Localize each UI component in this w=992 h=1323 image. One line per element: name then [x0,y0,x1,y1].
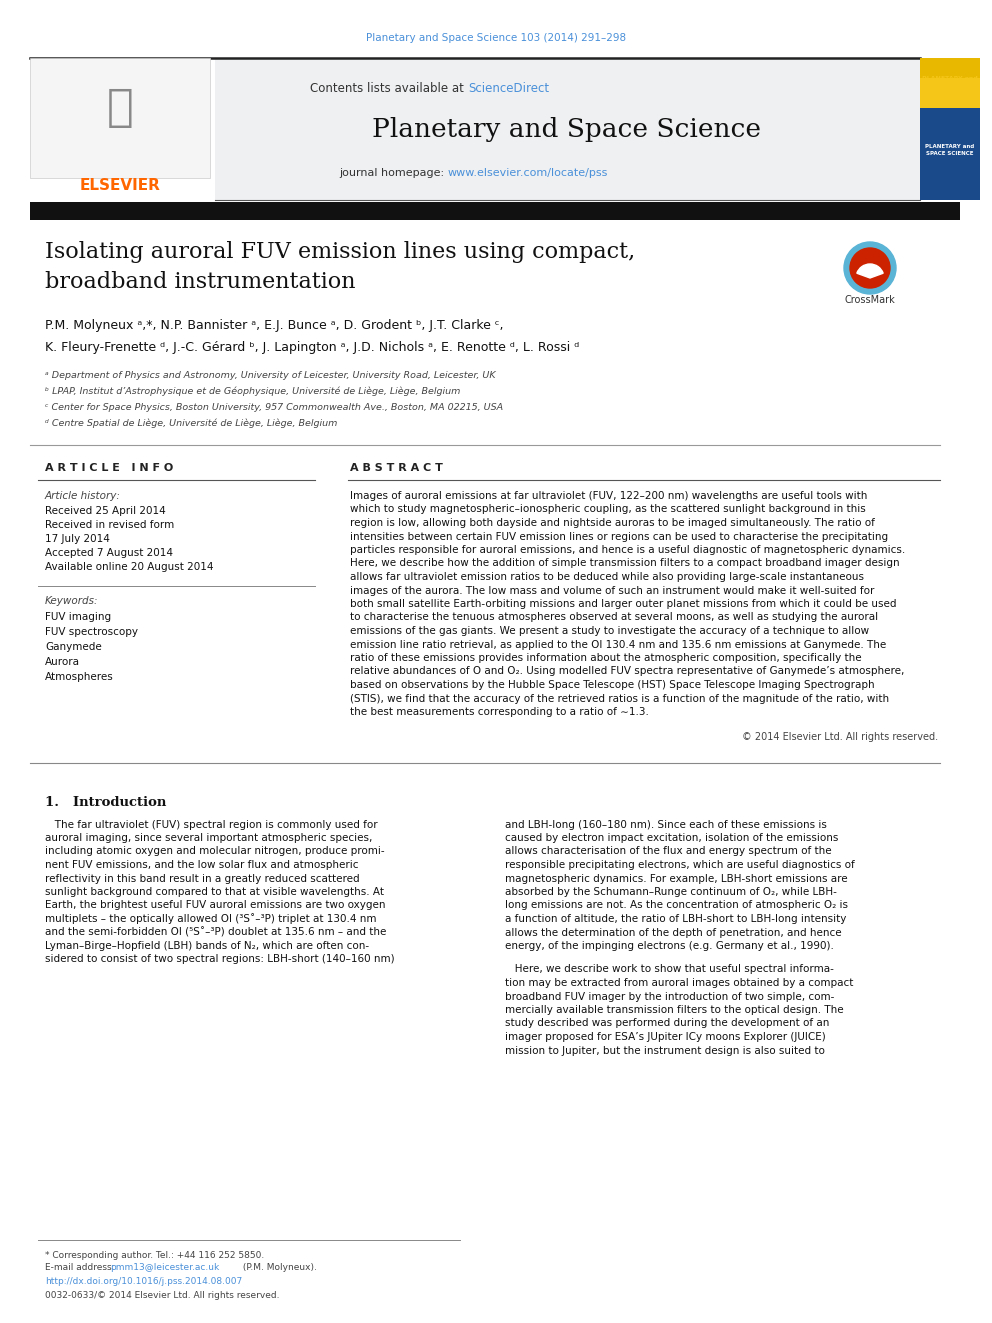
Text: and LBH-long (160–180 nm). Since each of these emissions is: and LBH-long (160–180 nm). Since each of… [505,819,827,830]
Text: region is low, allowing both dayside and nightside auroras to be imaged simultan: region is low, allowing both dayside and… [350,519,875,528]
Text: based on observations by the Hubble Space Telescope (HST) Space Telescope Imagin: based on observations by the Hubble Spac… [350,680,875,691]
Text: Keywords:: Keywords: [45,595,98,606]
Bar [30,202,960,220]
Text: broadband instrumentation: broadband instrumentation [45,271,355,292]
Text: Lyman–Birge–Hopfield (LBH) bands of N₂, which are often con-: Lyman–Birge–Hopfield (LBH) bands of N₂, … [45,941,369,951]
Text: Earth, the brightest useful FUV auroral emissions are two oxygen: Earth, the brightest useful FUV auroral … [45,901,386,910]
Text: PLANETARY and
SPACE SCIENCE: PLANETARY and SPACE SCIENCE [926,144,974,156]
Text: A R T I C L E   I N F O: A R T I C L E I N F O [45,463,174,474]
Bar [30,58,210,179]
Text: emissions of the gas giants. We present a study to investigate the accuracy of a: emissions of the gas giants. We present … [350,626,869,636]
Text: and the semi-forbidden OI (⁵S˚–³P) doublet at 135.6 nm – and the: and the semi-forbidden OI (⁵S˚–³P) doubl… [45,927,386,938]
Text: (STIS), we find that the accuracy of the retrieved ratios is a function of the m: (STIS), we find that the accuracy of the… [350,693,889,704]
Text: E-mail address:: E-mail address: [45,1263,117,1273]
Text: journal homepage:: journal homepage: [339,168,448,179]
Text: magnetospheric dynamics. For example, LBH-short emissions are: magnetospheric dynamics. For example, LB… [505,873,847,884]
Text: both small satellite Earth-orbiting missions and larger outer planet missions fr: both small satellite Earth-orbiting miss… [350,599,897,609]
Text: caused by electron impact excitation, isolation of the emissions: caused by electron impact excitation, is… [505,833,838,843]
Text: absorbed by the Schumann–Runge continuum of O₂, while LBH-: absorbed by the Schumann–Runge continuum… [505,886,837,897]
Text: to characterise the tenuous atmospheres observed at several moons, as well as st: to characterise the tenuous atmospheres … [350,613,878,623]
Text: P.M. Molyneux ᵃ,*, N.P. Bannister ᵃ, E.J. Bunce ᵃ, D. Grodent ᵇ, J.T. Clarke ᶜ,: P.M. Molyneux ᵃ,*, N.P. Bannister ᵃ, E.J… [45,319,504,332]
Text: Planetary and Space Science 103 (2014) 291–298: Planetary and Space Science 103 (2014) 2… [366,33,626,44]
Text: Contents lists available at: Contents lists available at [310,82,468,94]
Text: sidered to consist of two spectral regions: LBH-short (140–160 nm): sidered to consist of two spectral regio… [45,954,395,964]
Text: Images of auroral emissions at far ultraviolet (FUV, 122–200 nm) wavelengths are: Images of auroral emissions at far ultra… [350,491,867,501]
Text: relative abundances of O and O₂. Using modelled FUV spectra representative of Ga: relative abundances of O and O₂. Using m… [350,667,905,676]
Text: pmm13@leicester.ac.uk: pmm13@leicester.ac.uk [110,1263,219,1273]
Text: allows far ultraviolet emission ratios to be deduced while also providing large-: allows far ultraviolet emission ratios t… [350,572,864,582]
Text: FUV imaging: FUV imaging [45,613,111,622]
Text: ScienceDirect: ScienceDirect [468,82,550,94]
Text: www.elsevier.com/locate/pss: www.elsevier.com/locate/pss [448,168,608,179]
Text: intensities between certain FUV emission lines or regions can be used to charact: intensities between certain FUV emission… [350,532,888,541]
Text: tion may be extracted from auroral images obtained by a compact: tion may be extracted from auroral image… [505,978,853,988]
Text: mercially available transmission filters to the optical design. The: mercially available transmission filters… [505,1005,843,1015]
Text: imager proposed for ESA’s JUpiter ICy moons Explorer (JUICE): imager proposed for ESA’s JUpiter ICy mo… [505,1032,825,1043]
Text: Planetary and Space Science: Planetary and Space Science [373,118,762,143]
Text: Isolating auroral FUV emission lines using compact,: Isolating auroral FUV emission lines usi… [45,241,635,263]
Text: Here, we describe work to show that useful spectral informa-: Here, we describe work to show that usef… [505,964,834,975]
Text: Available online 20 August 2014: Available online 20 August 2014 [45,562,213,572]
Text: long emissions are not. As the concentration of atmospheric O₂ is: long emissions are not. As the concentra… [505,901,848,910]
Text: ratio of these emissions provides information about the atmospheric composition,: ratio of these emissions provides inform… [350,654,862,663]
Text: FUV spectroscopy: FUV spectroscopy [45,627,138,636]
Text: multiplets – the optically allowed OI (³S˚–³P) triplet at 130.4 nm: multiplets – the optically allowed OI (³… [45,914,377,925]
Text: Ganymede: Ganymede [45,642,102,652]
Text: K. Fleury-Frenette ᵈ, J.-C. Gérard ᵇ, J. Lapington ᵃ, J.D. Nichols ᵃ, E. Renotte: K. Fleury-Frenette ᵈ, J.-C. Gérard ᵇ, J.… [45,340,579,353]
Text: 17 July 2014: 17 July 2014 [45,534,110,544]
Text: a function of altitude, the ratio of LBH-short to LBH-long intensity: a function of altitude, the ratio of LBH… [505,914,846,923]
Text: * Corresponding author. Tel.: +44 116 252 5850.: * Corresponding author. Tel.: +44 116 25… [45,1250,264,1259]
Bar [920,58,980,78]
Text: ᵇ LPAP, Institut d’Astrophysique et de Géophysique, Université de Liège, Liège, : ᵇ LPAP, Institut d’Astrophysique et de G… [45,386,460,396]
Wedge shape [857,265,883,278]
Text: sunlight background compared to that at visible wavelengths. At: sunlight background compared to that at … [45,886,384,897]
Circle shape [844,242,896,294]
Text: allows the determination of the depth of penetration, and hence: allows the determination of the depth of… [505,927,841,938]
Text: energy, of the impinging electrons (e.g. Germany et al., 1990).: energy, of the impinging electrons (e.g.… [505,941,834,951]
Text: ᵈ Centre Spatial de Liège, Université de Liège, Liège, Belgium: ᵈ Centre Spatial de Liège, Université de… [45,418,337,427]
Text: Aurora: Aurora [45,658,80,667]
Text: 0032-0633/© 2014 Elsevier Ltd. All rights reserved.: 0032-0633/© 2014 Elsevier Ltd. All right… [45,1291,280,1301]
Text: auroral imaging, since several important atmospheric species,: auroral imaging, since several important… [45,833,372,843]
Text: http://dx.doi.org/10.1016/j.pss.2014.08.007: http://dx.doi.org/10.1016/j.pss.2014.08.… [45,1278,242,1286]
Text: allows characterisation of the flux and energy spectrum of the: allows characterisation of the flux and … [505,847,831,856]
Text: ⬛: ⬛ [106,86,133,130]
Text: ELSEVIER: ELSEVIER [79,177,161,193]
Text: images of the aurora. The low mass and volume of such an instrument would make i: images of the aurora. The low mass and v… [350,586,874,595]
Text: emission line ratio retrieval, as applied to the OI 130.4 nm and 135.6 nm emissi: emission line ratio retrieval, as applie… [350,639,886,650]
Text: © 2014 Elsevier Ltd. All rights reserved.: © 2014 Elsevier Ltd. All rights reserved… [742,733,938,742]
Text: nent FUV emissions, and the low solar flux and atmospheric: nent FUV emissions, and the low solar fl… [45,860,358,871]
Text: which to study magnetospheric–ionospheric coupling, as the scattered sunlight ba: which to study magnetospheric–ionospheri… [350,504,866,515]
Text: Article history:: Article history: [45,491,121,501]
Text: PLANETARY and
SPACE SCIENCE: PLANETARY and SPACE SCIENCE [923,77,978,87]
Text: Here, we describe how the addition of simple transmission filters to a compact b: Here, we describe how the addition of si… [350,558,900,569]
Text: (P.M. Molyneux).: (P.M. Molyneux). [240,1263,316,1273]
Text: ᶜ Center for Space Physics, Boston University, 957 Commonwealth Ave., Boston, MA: ᶜ Center for Space Physics, Boston Unive… [45,402,503,411]
Text: mission to Jupiter, but the instrument design is also suited to: mission to Jupiter, but the instrument d… [505,1045,825,1056]
Bar [920,108,980,200]
Text: responsible precipitating electrons, which are useful diagnostics of: responsible precipitating electrons, whi… [505,860,855,871]
Text: Atmospheres: Atmospheres [45,672,114,681]
Text: the best measurements corresponding to a ratio of ∼1.3.: the best measurements corresponding to a… [350,706,649,717]
Text: including atomic oxygen and molecular nitrogen, produce promi-: including atomic oxygen and molecular ni… [45,847,385,856]
Bar [920,58,980,108]
Text: broadband FUV imager by the introduction of two simple, com-: broadband FUV imager by the introduction… [505,991,834,1002]
Text: CrossMark: CrossMark [844,295,896,306]
Text: 1.   Introduction: 1. Introduction [45,796,167,808]
Text: reflectivity in this band result in a greatly reduced scattered: reflectivity in this band result in a gr… [45,873,360,884]
Text: Accepted 7 August 2014: Accepted 7 August 2014 [45,548,173,558]
Text: particles responsible for auroral emissions, and hence is a useful diagnostic of: particles responsible for auroral emissi… [350,545,906,556]
Circle shape [850,247,890,288]
Text: A B S T R A C T: A B S T R A C T [350,463,442,474]
Text: Received 25 April 2014: Received 25 April 2014 [45,505,166,516]
Text: study described was performed during the development of an: study described was performed during the… [505,1019,829,1028]
Text: ᵃ Department of Physics and Astronomy, University of Leicester, University Road,: ᵃ Department of Physics and Astronomy, U… [45,370,496,380]
Bar [215,58,920,200]
Text: Received in revised form: Received in revised form [45,520,175,531]
Text: The far ultraviolet (FUV) spectral region is commonly used for: The far ultraviolet (FUV) spectral regio… [45,819,378,830]
